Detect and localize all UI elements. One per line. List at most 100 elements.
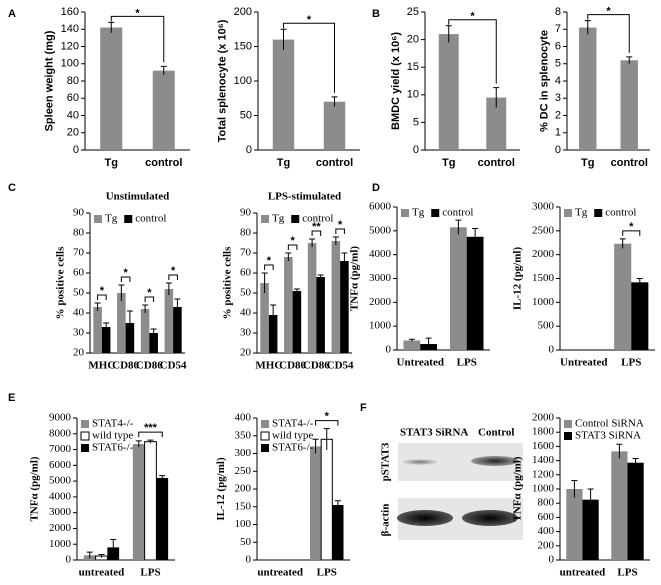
y-tick-label: 100	[235, 518, 252, 530]
y-tick-label: 5000	[369, 224, 392, 236]
x-tick-label: CD54	[160, 360, 187, 372]
legend-label: wild type	[272, 430, 313, 442]
legend-swatch	[564, 432, 572, 440]
bar	[268, 315, 278, 353]
blot-band	[397, 510, 453, 526]
y-tick-label: 1200	[532, 468, 555, 480]
legend-label: control	[605, 207, 636, 219]
chart: 20 30 40 50 60 70 80 90 % positive cells LPS-stim…	[222, 191, 355, 372]
y-tick-label: 0	[73, 144, 79, 156]
x-tick-label: CD54	[327, 360, 354, 372]
y-axis-label: TNFα (pg/ml)	[29, 456, 41, 521]
x-tick-label: MHC	[88, 360, 115, 372]
error-bar	[110, 538, 117, 556]
y-tick-label: 20	[407, 34, 419, 46]
y-tick-label: 9000	[49, 412, 72, 424]
bar	[156, 477, 169, 560]
legend-swatch	[81, 444, 89, 452]
y-tick-label: 2000	[49, 522, 72, 534]
y-tick-label: 0	[246, 554, 252, 566]
error-bar	[103, 322, 110, 331]
y-tick-label: 350	[235, 429, 252, 441]
bar	[164, 289, 174, 353]
y-tick-label: 1000	[49, 538, 72, 550]
blot-band	[402, 459, 438, 465]
y-tick-label: 8000	[49, 427, 72, 439]
y-tick-label: 60	[73, 267, 85, 279]
panel-letter: E	[8, 392, 15, 404]
error-bar	[98, 553, 105, 558]
y-tick-label: 0	[386, 344, 392, 356]
error-bar	[408, 338, 415, 342]
legend-label: STAT3 SiRNA	[575, 430, 641, 442]
legend-swatch	[291, 215, 300, 223]
legend-label: STAT4-/-	[92, 418, 134, 430]
x-tick-label: LPS	[140, 567, 160, 579]
chart-title: LPS-stimulated	[268, 191, 341, 203]
x-tick-label: control	[316, 157, 353, 169]
y-tick-label: 20	[73, 347, 85, 359]
y-tick-label: 50	[240, 536, 252, 548]
significance-bracket	[283, 22, 335, 93]
x-tick-label: control	[145, 157, 182, 169]
y-tick-label: 80	[240, 227, 252, 239]
y-tick-label: 7000	[49, 443, 72, 455]
y-tick-label: 5	[413, 116, 419, 128]
y-tick-label: 1500	[532, 272, 555, 284]
significance-label: *	[100, 285, 105, 297]
significance-bracket	[138, 431, 163, 438]
y-tick-label: 250	[235, 465, 252, 477]
y-tick-label: 2500	[532, 224, 555, 236]
bar	[100, 27, 123, 150]
legend-label: Tg	[105, 213, 118, 225]
error-bar	[341, 252, 348, 269]
significance-label: *	[606, 6, 611, 18]
significance-bracket	[264, 264, 274, 270]
y-axis-label: % positive cells	[55, 246, 67, 319]
y-tick-label: 100	[61, 58, 79, 70]
y-tick-label: 40	[240, 307, 252, 319]
x-tick-label: untreated	[79, 567, 125, 579]
significance-bracket	[144, 296, 155, 302]
y-tick-label: 90	[73, 207, 85, 219]
y-tick-label: 0	[66, 554, 72, 566]
bar	[272, 39, 295, 150]
error-bar	[150, 328, 157, 337]
bar	[631, 282, 649, 350]
x-tick-label: Untreated	[397, 357, 444, 369]
y-tick-label: 4000	[369, 248, 392, 260]
y-tick-label: 7	[555, 23, 561, 35]
bar	[486, 97, 507, 150]
y-tick-label: 200	[538, 539, 555, 551]
y-tick-label: 3000	[369, 272, 392, 284]
y-tick-label: 40	[67, 109, 79, 121]
x-tick-label: LPS	[621, 357, 641, 369]
y-axis-label: Total splenocyte (x 10⁶)	[216, 19, 228, 142]
y-tick-label: 30	[73, 327, 85, 339]
error-bar	[86, 551, 93, 559]
chart: 0 50 100 150 200 250 300 350 400 IL-12 (pg/ml) unt…	[215, 411, 350, 579]
significance-bracket	[97, 294, 107, 300]
y-tick-label: 5	[555, 58, 561, 70]
significance-label: *	[135, 7, 140, 19]
chart: 20 30 40 50 60 70 80 90 % positive cells Unstimul…	[8, 182, 187, 372]
legend-label: Tg	[272, 213, 285, 225]
western-blot: STAT3 SiRNA Control pSTAT3 β-actin	[380, 427, 523, 540]
bar	[450, 227, 467, 350]
bar	[466, 236, 484, 350]
bar	[614, 243, 632, 350]
significance-bracket	[448, 19, 497, 84]
y-tick-label: 3000	[49, 506, 72, 518]
x-tick-label: CD80	[279, 360, 306, 372]
y-tick-label: 150	[234, 40, 252, 52]
blot-row-label: pSTAT3	[380, 442, 392, 481]
bar	[144, 441, 157, 561]
error-bar	[147, 439, 154, 444]
bar	[611, 451, 628, 560]
panel-letter: F	[360, 402, 367, 414]
y-axis-label: BMDC yield (x 10⁶)	[390, 32, 402, 130]
error-bar	[94, 302, 101, 311]
chart: 0 1 2 3 4 5 6 7 8 % DC in splenocyte Tg control *	[538, 6, 650, 169]
panel-letter: A	[8, 8, 16, 20]
